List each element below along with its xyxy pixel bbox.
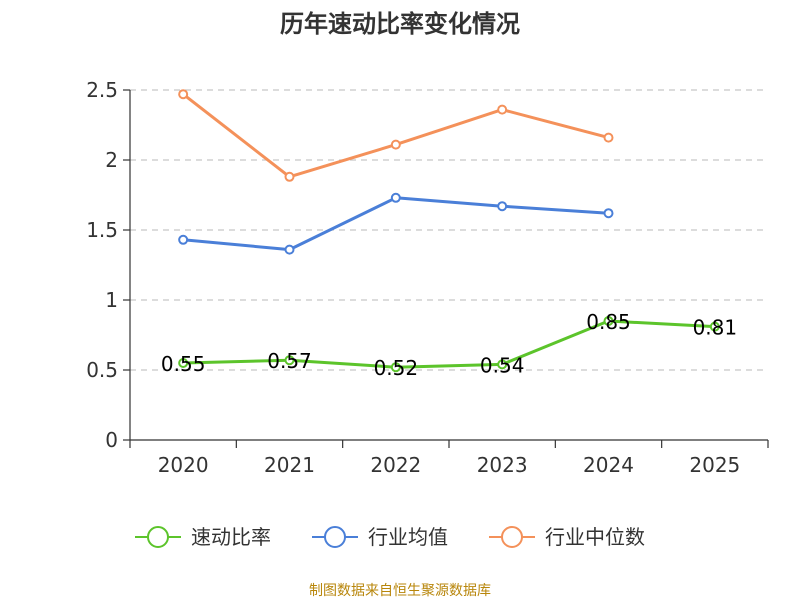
axes: 0 0.5 1 1.5 2 2.5 2020 2021 2022 2023 2024 2025 — [86, 78, 769, 477]
legend-item-1[interactable]: 行业均值 — [312, 525, 448, 549]
series-layer — [178, 89, 720, 373]
y-tick-label: 1.5 — [86, 218, 118, 242]
data-point-s1-0 — [178, 234, 189, 245]
x-tick-label: 2023 — [477, 453, 528, 477]
y-tick-label: 1 — [105, 288, 118, 312]
legend-label: 速动比率 — [191, 525, 271, 549]
data-label: 0.57 — [267, 349, 312, 373]
x-tick-label: 2021 — [264, 453, 315, 477]
data-point-s0-3 — [497, 359, 508, 370]
chart-title: 历年速动比率变化情况 — [280, 10, 520, 38]
legend-label: 行业中位数 — [545, 525, 645, 549]
data-point-s2-3 — [497, 104, 508, 115]
data-point-s0-1 — [284, 355, 295, 366]
data-point-s2-1 — [284, 171, 295, 182]
legend-label: 行业均值 — [368, 525, 448, 549]
data-label: 0.85 — [586, 310, 631, 334]
series-line-2 — [182, 93, 609, 179]
data-label: 0.54 — [480, 353, 525, 377]
gridlines — [130, 89, 768, 371]
data-point-s1-4 — [603, 208, 614, 219]
data-label: 0.81 — [693, 316, 738, 340]
x-tick-label: 2020 — [158, 453, 209, 477]
x-tick-label: 2022 — [370, 453, 421, 477]
legend-swatch-marker — [147, 526, 169, 548]
data-point-s2-2 — [390, 139, 401, 150]
x-tick-label: 2025 — [689, 453, 740, 477]
legend-swatch-marker — [501, 526, 523, 548]
series-line-1 — [183, 196, 609, 252]
source-note: 制图数据来自恒生聚源数据库 — [309, 583, 491, 599]
data-label: 0.55 — [161, 352, 206, 376]
legend-item-0[interactable]: 速动比率 — [135, 525, 271, 549]
x-tick-label: 2024 — [583, 453, 634, 477]
data-label: 0.52 — [374, 356, 419, 380]
data-point-s0-5 — [709, 321, 720, 332]
data-point-s0-0 — [178, 358, 189, 368]
data-point-s0-4 — [603, 316, 614, 326]
data-point-s1-2 — [390, 192, 401, 203]
data-point-s2-0 — [178, 89, 189, 100]
y-tick-label: 2.5 — [86, 78, 118, 102]
legend-item-2[interactable]: 行业中位数 — [489, 525, 645, 549]
y-tick-label: 2 — [105, 148, 118, 172]
series-line-0 — [183, 319, 715, 369]
data-point-s1-1 — [284, 244, 295, 255]
y-tick-label: 0 — [105, 428, 118, 452]
data-point-s1-3 — [497, 201, 508, 212]
data-labels: 0.55 0.57 0.52 0.54 0.85 0.81 — [161, 310, 737, 380]
legend-swatch-marker — [324, 526, 346, 548]
data-point-s0-2 — [390, 362, 401, 373]
y-tick-label: 0.5 — [86, 358, 118, 382]
legend[interactable]: 速动比率 行业均值 行业中位数 — [135, 525, 645, 549]
data-point-s2-4 — [603, 132, 614, 143]
